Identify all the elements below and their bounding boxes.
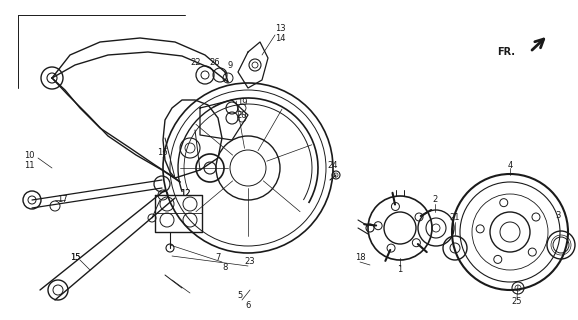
Text: 26: 26 <box>210 58 220 67</box>
Text: 24: 24 <box>328 161 338 170</box>
Text: 6: 6 <box>245 300 251 309</box>
Text: 4: 4 <box>507 161 513 170</box>
Text: 8: 8 <box>223 263 228 273</box>
Text: 16: 16 <box>157 148 168 156</box>
Text: 7: 7 <box>216 253 221 262</box>
Text: 11: 11 <box>24 161 35 170</box>
Text: 9: 9 <box>227 60 232 69</box>
Text: 15: 15 <box>70 253 80 262</box>
Text: 21: 21 <box>450 213 460 222</box>
Text: 2: 2 <box>432 196 438 204</box>
Text: 15: 15 <box>70 253 80 262</box>
Text: 3: 3 <box>555 211 561 220</box>
Text: 20: 20 <box>237 110 247 119</box>
Text: 12: 12 <box>180 188 190 197</box>
Text: 12: 12 <box>180 188 190 197</box>
Text: 17: 17 <box>57 196 67 204</box>
Text: 25: 25 <box>512 298 523 307</box>
Text: 19: 19 <box>237 98 247 107</box>
Text: 18: 18 <box>355 253 365 262</box>
Text: 10: 10 <box>24 150 35 159</box>
Text: 1: 1 <box>397 266 403 275</box>
Text: 14: 14 <box>275 34 286 43</box>
Text: 13: 13 <box>275 23 286 33</box>
Text: 22: 22 <box>191 58 201 67</box>
Text: 5: 5 <box>238 291 243 300</box>
Text: 23: 23 <box>244 258 255 267</box>
Text: FR.: FR. <box>497 47 515 57</box>
